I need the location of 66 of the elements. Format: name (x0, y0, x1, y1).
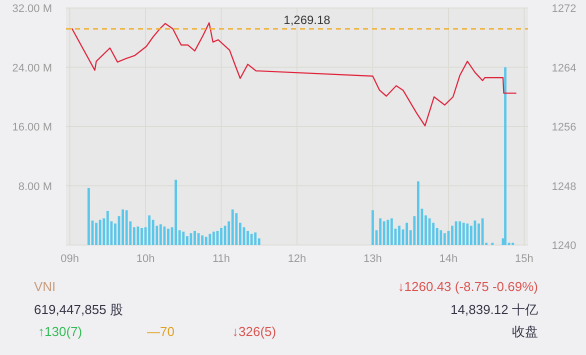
bar (504, 67, 506, 245)
y-tick-label: 16.00 M (12, 122, 52, 134)
text: 收盘 (512, 324, 538, 339)
y2-tick-label: 1256 (552, 122, 576, 134)
text: 14,839.12 十亿 (450, 302, 538, 317)
bar (250, 234, 253, 245)
bar (220, 228, 222, 245)
bar (182, 232, 185, 245)
bar (98, 220, 102, 245)
bar (481, 218, 484, 245)
bar (458, 221, 462, 245)
bar (88, 188, 90, 245)
bar (432, 222, 435, 245)
x-tick-label: 11h (212, 253, 230, 265)
bar (167, 228, 170, 245)
bar (254, 232, 257, 245)
bar (416, 181, 420, 245)
x-tick-label: 09h (60, 253, 79, 265)
x-tick-label: 10h (136, 253, 155, 265)
x-tick-label: 12h (288, 253, 306, 265)
ref-line-label: 1,269.18 (284, 12, 331, 27)
y2-tick-label: 1264 (552, 62, 576, 74)
bar (140, 228, 143, 245)
y-tick-label: 24.00 M (12, 62, 52, 74)
y2-tick-label: 1240 (552, 240, 576, 252)
bar (208, 234, 212, 245)
bar (398, 226, 400, 245)
bar (462, 222, 465, 245)
x-tick-label: 13h (364, 253, 382, 265)
bar (152, 220, 154, 245)
text: ↑130(7) (38, 324, 82, 339)
bar (212, 232, 215, 245)
y-tick-label: 32.00 M (12, 3, 52, 15)
bar (443, 233, 446, 245)
bar (231, 209, 234, 245)
bar (122, 209, 124, 245)
bar (159, 224, 162, 245)
bar (148, 215, 151, 245)
text: —70 (147, 324, 174, 339)
bar (125, 210, 128, 245)
bar (174, 180, 178, 245)
bar (246, 230, 249, 245)
bar (382, 221, 386, 245)
bar (451, 226, 454, 245)
bar (204, 236, 208, 245)
bar (194, 230, 196, 245)
text: VNI (34, 279, 56, 294)
bar (406, 222, 408, 245)
bar (440, 230, 442, 245)
y2-tick-label: 1272 (552, 3, 576, 15)
bar (201, 235, 204, 245)
bar (235, 213, 238, 245)
text: ↓1260.43 (-8.75 -0.69%) (398, 279, 538, 294)
y2-tick-label: 1248 (552, 180, 576, 193)
bar (466, 224, 469, 245)
bar (390, 218, 393, 245)
bar (379, 218, 382, 245)
bar (386, 220, 390, 245)
y-tick-label: 8.00 M (18, 180, 52, 193)
bar (372, 210, 374, 245)
x-tick-label: 15h (515, 253, 534, 265)
x-tick-label: 14h (439, 253, 458, 265)
text: ↓326(5) (232, 324, 276, 339)
bar (106, 210, 109, 245)
bar (95, 222, 98, 245)
text: 619,447,855 股 (34, 302, 123, 317)
